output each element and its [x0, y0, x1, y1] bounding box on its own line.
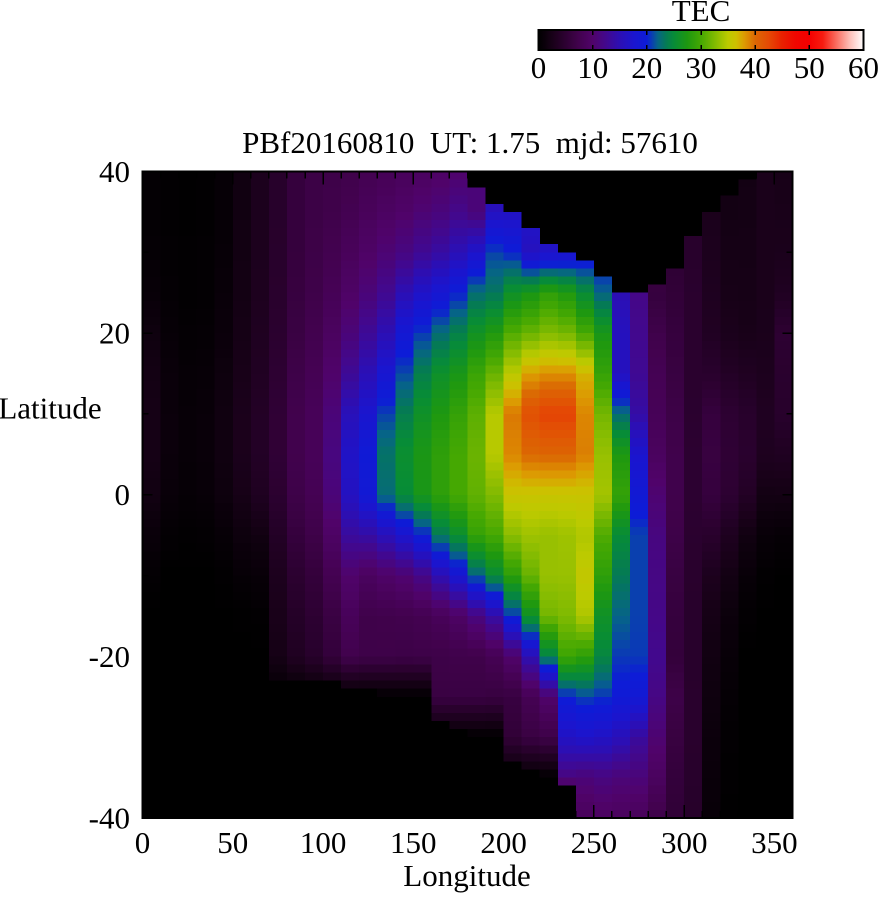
svg-text:0: 0 [531, 50, 547, 85]
svg-text:250: 250 [571, 825, 618, 860]
svg-text:300: 300 [661, 825, 708, 860]
svg-text:200: 200 [480, 825, 527, 860]
svg-text:150: 150 [390, 825, 437, 860]
svg-text:40: 40 [740, 50, 771, 85]
svg-text:PBf20160810 UT: 1.75 mjd: 57: PBf20160810 UT: 1.75 mjd: 57610 [242, 125, 698, 160]
svg-text:30: 30 [686, 50, 717, 85]
svg-text:Longitude: Longitude [403, 858, 530, 893]
svg-text:Latitude: Latitude [0, 391, 102, 426]
svg-text:0: 0 [115, 477, 131, 512]
svg-text:10: 10 [577, 50, 608, 85]
svg-text:60: 60 [848, 50, 878, 85]
svg-text:TEC: TEC [672, 0, 731, 28]
svg-text:0: 0 [135, 825, 151, 860]
svg-text:-40: -40 [89, 801, 130, 836]
svg-text:50: 50 [217, 825, 248, 860]
svg-text:-20: -20 [89, 639, 130, 674]
svg-text:50: 50 [794, 50, 825, 85]
svg-text:350: 350 [751, 825, 798, 860]
svg-text:100: 100 [300, 825, 347, 860]
svg-text:20: 20 [99, 316, 130, 351]
svg-text:20: 20 [631, 50, 662, 85]
svg-text:40: 40 [99, 154, 130, 189]
